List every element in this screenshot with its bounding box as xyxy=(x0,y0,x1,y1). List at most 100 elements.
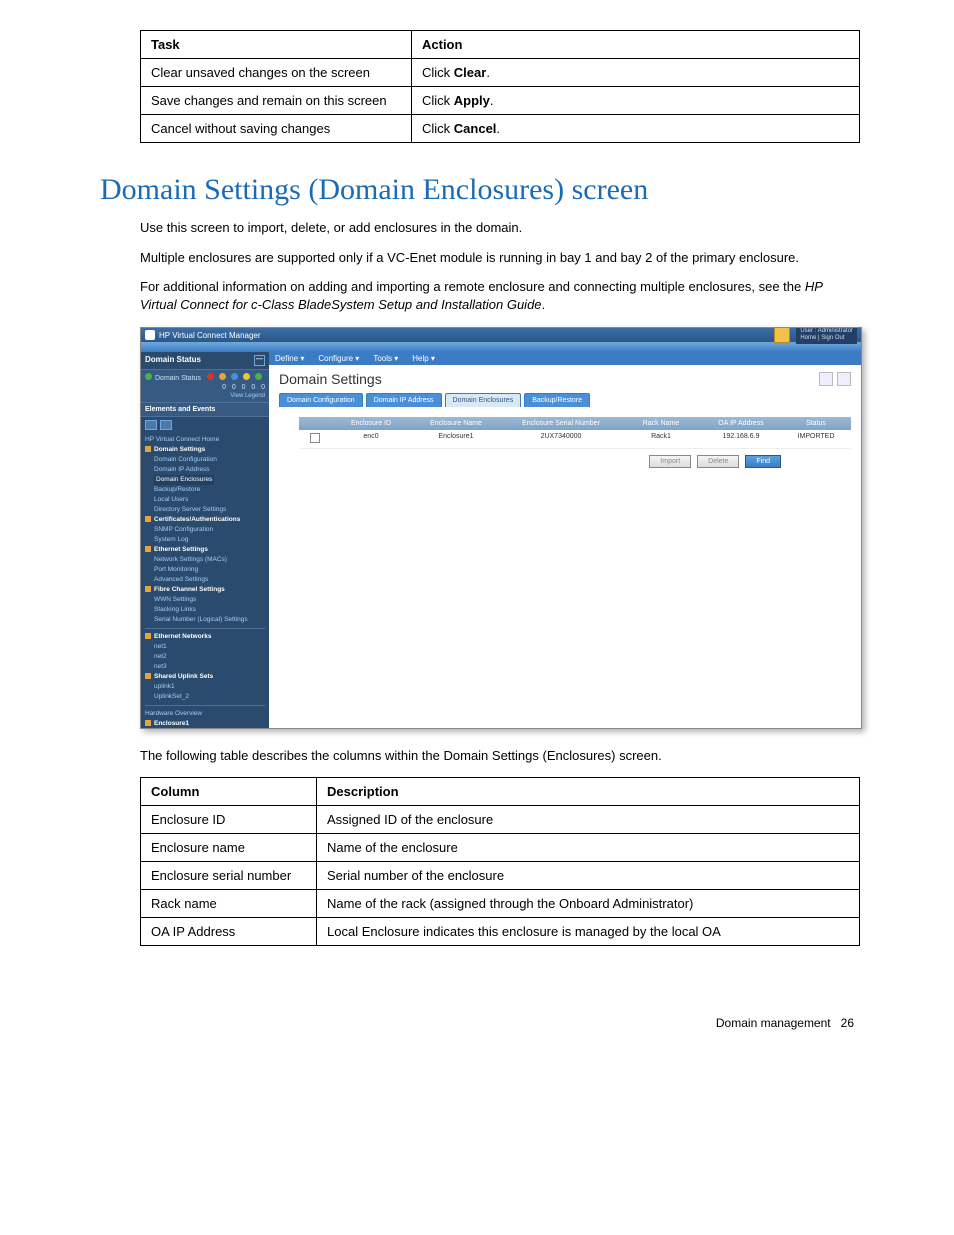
nav-item[interactable]: Network Settings (MACs) xyxy=(145,555,265,565)
content-area: Define ▾ Configure ▾ Tools ▾ Help ▾ Doma… xyxy=(269,352,861,728)
paragraph: Use this screen to import, delete, or ad… xyxy=(140,219,854,237)
th-action: Action xyxy=(412,31,860,59)
nav-item-active[interactable]: Domain Enclosures xyxy=(145,475,265,485)
sidebar: Domain Status — Domain Status 0 xyxy=(141,352,269,728)
nav-item[interactable]: Backup/Restore xyxy=(145,485,265,495)
nav-certificates[interactable]: Certificates/Authentications xyxy=(145,515,265,525)
info-icon xyxy=(231,373,238,380)
section-heading: Domain Settings (Domain Enclosures) scre… xyxy=(100,173,854,207)
nav-ethernet[interactable]: Ethernet Settings xyxy=(145,545,265,555)
help-icon[interactable] xyxy=(837,372,851,386)
folder-icon xyxy=(145,516,151,522)
app-title: HP Virtual Connect Manager xyxy=(159,331,261,340)
collapse-icon[interactable]: — xyxy=(254,355,265,366)
col-oa-ip: OA IP Address xyxy=(701,417,781,430)
nav-item[interactable]: Local Users xyxy=(145,495,265,505)
table-row: Enclosure IDAssigned ID of the enclosure xyxy=(141,805,860,833)
nav-item[interactable]: net3 xyxy=(145,662,265,672)
tab-domain-enclosures[interactable]: Domain Enclosures xyxy=(445,393,522,407)
nav-item[interactable]: Domain IP Address xyxy=(145,465,265,475)
menu-tools[interactable]: Tools ▾ xyxy=(373,354,398,363)
col-enc-id: Enclosure ID xyxy=(331,417,411,430)
col-enc-serial: Enclosure Serial Number xyxy=(501,417,621,430)
nav-enclosure[interactable]: Enclosure1 xyxy=(145,719,265,729)
col-rack: Rack Name xyxy=(621,417,701,430)
sidebar-title: Domain Status xyxy=(145,355,201,366)
col-enc-name: Enclosure Name xyxy=(411,417,501,430)
folder-icon xyxy=(145,446,151,452)
table-row[interactable]: enc0 Enclosure1 2UX7340000 Rack1 192.168… xyxy=(299,430,851,449)
hp-logo-icon xyxy=(145,330,155,340)
th-column: Column xyxy=(141,777,317,805)
delete-button[interactable]: Delete xyxy=(697,455,739,468)
nav-item[interactable]: System Log xyxy=(145,535,265,545)
error-icon xyxy=(207,373,214,380)
nav-home[interactable]: HP Virtual Connect Home xyxy=(145,435,265,445)
nav-item[interactable]: Stacking Links xyxy=(145,605,265,615)
table-row: Cancel without saving changes Click Canc… xyxy=(141,115,860,143)
tab-strip: Domain Configuration Domain IP Address D… xyxy=(269,393,861,407)
nav-eth-networks[interactable]: Ethernet Networks xyxy=(145,632,265,642)
nav-uplink[interactable]: Shared Uplink Sets xyxy=(145,672,265,682)
folder-icon xyxy=(145,633,151,639)
th-description: Description xyxy=(317,777,860,805)
folder-icon xyxy=(145,673,151,679)
table-row: Rack nameName of the rack (assigned thro… xyxy=(141,889,860,917)
user-info: User : Administrator Home | Sign Out xyxy=(796,327,857,344)
refresh-icon[interactable] xyxy=(145,373,152,380)
accent-bar xyxy=(141,342,861,352)
table-row: Enclosure nameName of the enclosure xyxy=(141,833,860,861)
column-description-table: Column Description Enclosure IDAssigned … xyxy=(140,777,860,946)
menu-help[interactable]: Help ▾ xyxy=(412,354,435,363)
enclosures-table: Enclosure ID Enclosure Name Enclosure Se… xyxy=(299,417,851,449)
nav-item[interactable]: net1 xyxy=(145,642,265,652)
page-footer: Domain management 26 xyxy=(0,966,954,1060)
nav-tree: HP Virtual Connect Home Domain Settings … xyxy=(141,433,269,729)
nav-item[interactable]: UplinkSet_2 xyxy=(145,692,265,702)
folder-icon xyxy=(145,586,151,592)
th-task: Task xyxy=(141,31,412,59)
folder-icon xyxy=(145,720,151,726)
tab-backup[interactable]: Backup/Restore xyxy=(524,393,590,407)
print-icon[interactable] xyxy=(819,372,833,386)
nav-item[interactable]: Directory Server Settings xyxy=(145,505,265,515)
row-checkbox[interactable] xyxy=(310,433,320,443)
nav-item[interactable]: WWN Settings xyxy=(145,595,265,605)
col-status: Status xyxy=(781,417,851,430)
table-row: Enclosure serial numberSerial number of … xyxy=(141,861,860,889)
menu-define[interactable]: Define ▾ xyxy=(275,354,304,363)
col-select xyxy=(299,417,331,430)
home-icon[interactable] xyxy=(774,327,790,343)
warning-icon xyxy=(243,373,250,380)
nav-item[interactable]: net2 xyxy=(145,652,265,662)
table-row: Clear unsaved changes on the screen Clic… xyxy=(141,59,860,87)
nav-item[interactable]: uplink1 xyxy=(145,682,265,692)
embedded-screenshot: HP Virtual Connect Manager User : Admini… xyxy=(140,327,862,729)
tab-domain-config[interactable]: Domain Configuration xyxy=(279,393,363,407)
nav-item[interactable]: Port Monitoring xyxy=(145,565,265,575)
import-button[interactable]: Import xyxy=(649,455,691,468)
app-titlebar: HP Virtual Connect Manager User : Admini… xyxy=(141,328,861,342)
nav-item[interactable]: SNMP Configuration xyxy=(145,525,265,535)
table-row: Save changes and remain on this screen C… xyxy=(141,87,860,115)
domain-status-panel: Domain Status 0 0 0 0 xyxy=(141,370,269,402)
ok-icon xyxy=(255,373,262,380)
paragraph: For additional information on adding and… xyxy=(140,278,854,313)
nav-item[interactable]: Domain Configuration xyxy=(145,455,265,465)
nav-item[interactable]: Advanced Settings xyxy=(145,575,265,585)
paragraph: The following table describes the column… xyxy=(140,747,854,765)
nav-fibre[interactable]: Fibre Channel Settings xyxy=(145,585,265,595)
nav-item[interactable]: Serial Number (Logical) Settings xyxy=(145,615,265,625)
paragraph: Multiple enclosures are supported only i… xyxy=(140,249,854,267)
nav-hardware[interactable]: Hardware Overview xyxy=(145,709,265,719)
menu-configure[interactable]: Configure ▾ xyxy=(318,354,359,363)
find-button[interactable]: Find xyxy=(745,455,781,468)
folder-icon xyxy=(145,546,151,552)
nav-domain-settings[interactable]: Domain Settings xyxy=(145,445,265,455)
view-toggle[interactable] xyxy=(141,417,269,433)
view-legend-link[interactable]: View Legend xyxy=(145,393,265,399)
elements-header: Elements and Events xyxy=(141,402,269,417)
tab-domain-ip[interactable]: Domain IP Address xyxy=(366,393,442,407)
table-row: OA IP AddressLocal Enclosure indicates t… xyxy=(141,917,860,945)
task-action-table: Task Action Clear unsaved changes on the… xyxy=(140,30,860,143)
